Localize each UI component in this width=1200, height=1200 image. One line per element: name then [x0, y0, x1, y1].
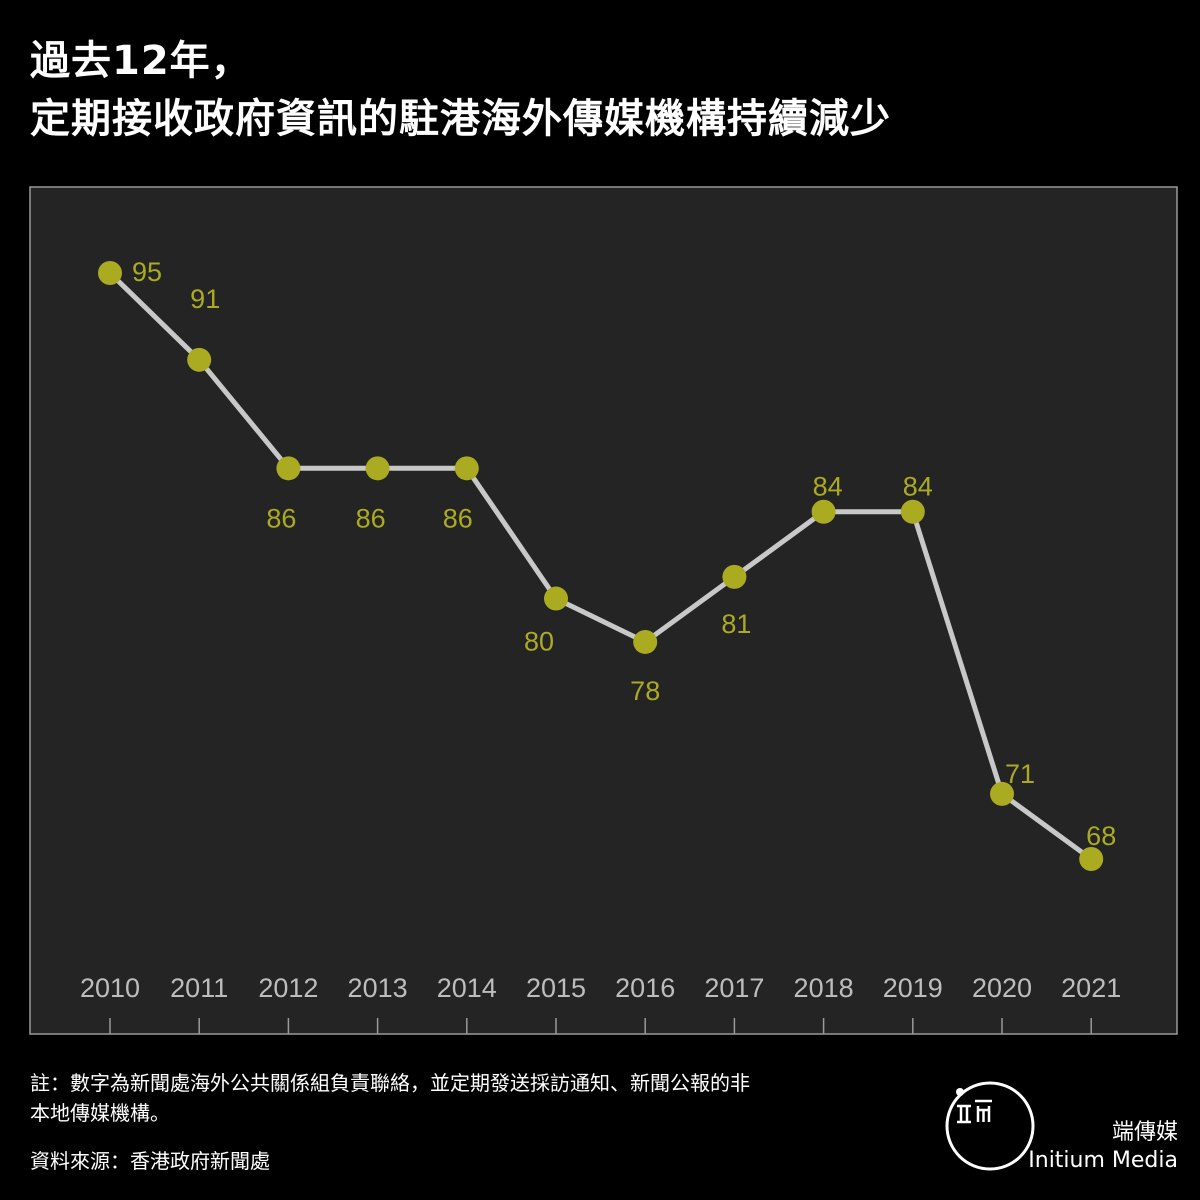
data-point — [98, 261, 122, 285]
data-point — [1079, 847, 1104, 871]
data-label: 81 — [721, 609, 751, 639]
data-label: 86 — [443, 503, 473, 533]
data-label: 78 — [630, 676, 660, 706]
data-point — [633, 629, 658, 654]
line-chart: 95 91 86 86 86 80 78 81 84 84 71 68 2010 2011 2012 201… — [29, 186, 1178, 1035]
data-label: 86 — [356, 503, 386, 533]
series-line — [108, 271, 1093, 862]
data-label: 95 — [132, 257, 162, 287]
source-text: 資料來源：香港政府新聞處 — [30, 1149, 270, 1173]
data-point — [365, 456, 390, 481]
data-label: 68 — [1086, 821, 1116, 851]
chart-title-line2: 定期接收政府資訊的駐港海外傳媒機構持續減少 — [30, 96, 891, 142]
x-tick-label: 2019 — [883, 973, 943, 1003]
x-tick-label: 2013 — [348, 973, 408, 1003]
x-tick-label: 2014 — [437, 973, 497, 1003]
data-point — [722, 564, 747, 589]
x-tick-label: 2021 — [1061, 973, 1121, 1003]
x-tick-label: 2011 — [170, 973, 228, 1003]
plot-area — [29, 186, 1178, 1035]
brand-name-en: Initium Media — [1028, 1148, 1178, 1173]
data-point — [276, 456, 301, 481]
data-point — [544, 586, 568, 611]
data-label: 86 — [266, 503, 296, 533]
data-point — [900, 499, 925, 524]
brand-name-zh: 端傳媒 — [1111, 1120, 1178, 1145]
x-tick-label: 2015 — [526, 973, 586, 1003]
initium-logo-icon — [945, 1081, 1035, 1171]
x-tick-label: 2010 — [80, 973, 140, 1003]
data-label: 80 — [524, 627, 554, 657]
x-tick-label: 2016 — [615, 973, 675, 1003]
data-point — [811, 499, 836, 524]
data-label: 71 — [1005, 759, 1035, 789]
footnote-line2: 本地傳媒機構。 — [30, 1101, 170, 1125]
data-label: 84 — [903, 472, 933, 502]
data-point — [187, 347, 212, 372]
x-tick-label: 2020 — [972, 973, 1032, 1003]
x-tick-label: 2012 — [258, 973, 318, 1003]
data-label: 84 — [813, 472, 843, 502]
data-point — [454, 456, 479, 481]
chart-title-line1: 過去12年， — [30, 38, 252, 84]
x-tick-label: 2018 — [794, 973, 854, 1003]
footnote-line1: 註：數字為新聞處海外公共關係組負責聯絡，並定期發送採訪通知、新聞公報的非 — [30, 1071, 750, 1095]
data-point — [990, 781, 1014, 806]
x-tick-label: 2017 — [704, 973, 764, 1003]
data-label: 91 — [190, 284, 220, 314]
